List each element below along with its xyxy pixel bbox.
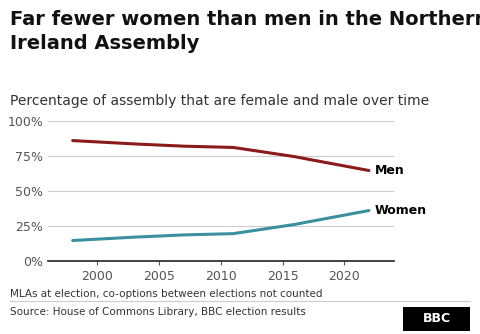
Text: MLAs at election, co-options between elections not counted: MLAs at election, co-options between ele… (10, 289, 322, 299)
Text: Percentage of assembly that are female and male over time: Percentage of assembly that are female a… (10, 94, 429, 108)
Text: Men: Men (375, 164, 405, 177)
Text: BBC: BBC (423, 313, 451, 325)
Text: Source: House of Commons Library, BBC election results: Source: House of Commons Library, BBC el… (10, 307, 305, 317)
Text: Women: Women (375, 204, 427, 217)
Text: Far fewer women than men in the Northern
Ireland Assembly: Far fewer women than men in the Northern… (10, 10, 480, 52)
